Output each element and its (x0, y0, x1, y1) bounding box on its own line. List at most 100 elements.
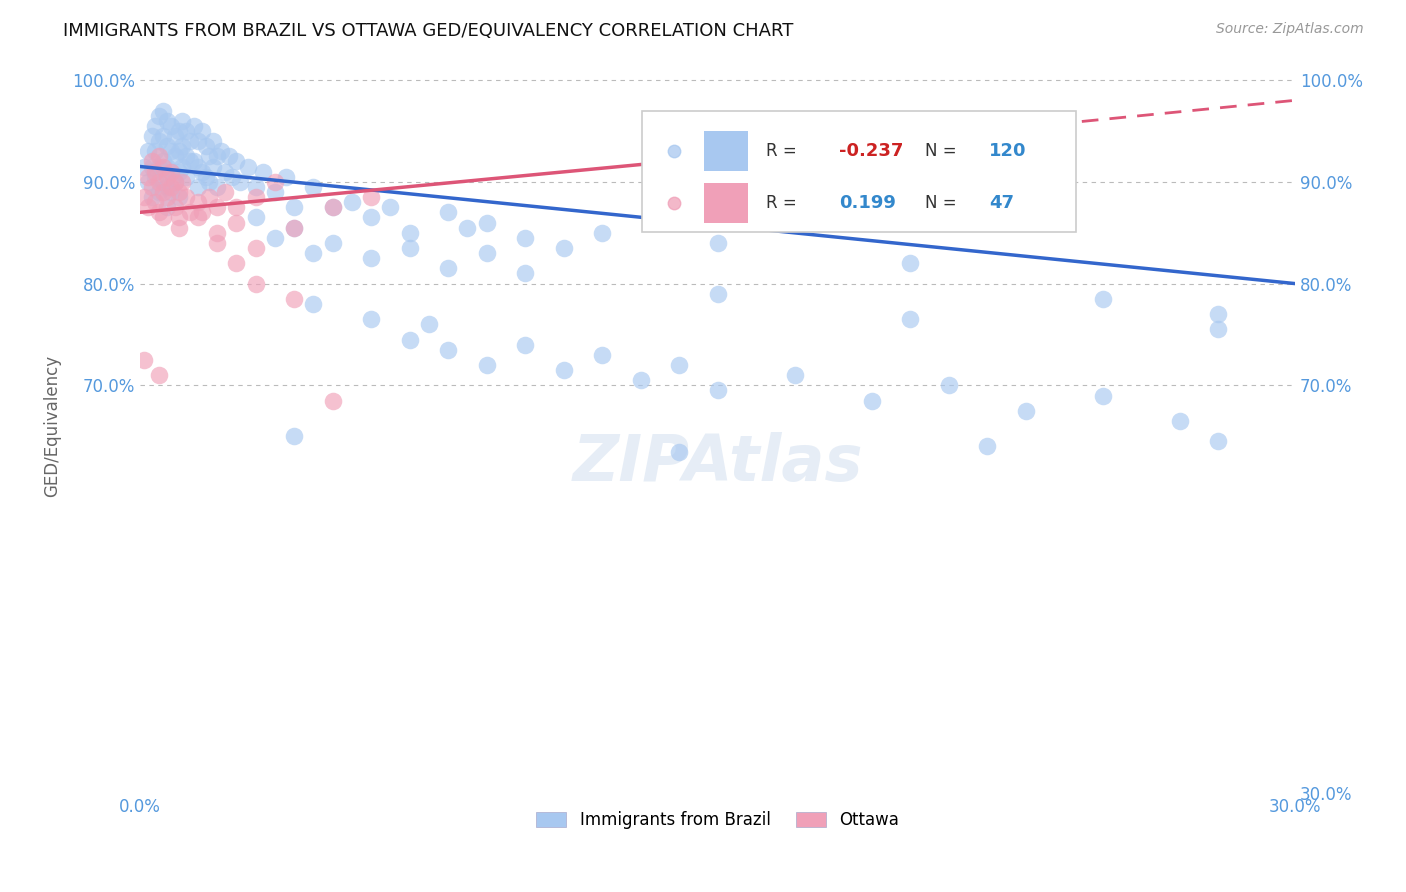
Y-axis label: GED/Equivalency: GED/Equivalency (44, 355, 60, 497)
Point (156, 139, 179, 153)
Point (360, 251, 382, 265)
Point (225, 215, 247, 229)
Point (783, 368, 806, 383)
Point (263, 185, 285, 199)
Point (283, 429, 305, 443)
Point (245, 241, 267, 255)
Text: N =: N = (925, 142, 962, 160)
Point (183, 119, 205, 133)
Point (513, 337, 536, 351)
Point (198, 190, 221, 204)
Point (132, 190, 155, 204)
Point (172, 139, 194, 153)
Point (198, 149, 221, 163)
Point (898, 256, 921, 270)
Text: R =: R = (766, 142, 801, 160)
Point (418, 318, 440, 332)
Point (209, 145, 232, 159)
Point (205, 149, 228, 163)
Point (132, 160, 155, 174)
Point (202, 160, 225, 174)
Point (214, 164, 236, 178)
Point (148, 160, 170, 174)
Point (141, 190, 163, 204)
Point (145, 145, 167, 159)
Point (187, 134, 209, 148)
Point (398, 333, 420, 347)
Point (160, 145, 183, 159)
Point (167, 124, 190, 138)
Text: -0.237: -0.237 (839, 142, 903, 160)
Point (190, 205, 212, 219)
Point (167, 190, 190, 204)
Point (198, 175, 221, 189)
Point (152, 185, 174, 199)
Point (141, 160, 163, 174)
Point (167, 220, 190, 235)
Point (145, 195, 167, 210)
Point (553, 241, 575, 255)
Point (156, 200, 179, 214)
Point (475, 246, 498, 260)
Point (156, 190, 179, 204)
Point (218, 149, 240, 163)
Point (163, 175, 186, 189)
Point (437, 261, 460, 276)
Point (245, 190, 267, 204)
Point (152, 154, 174, 169)
Point (398, 226, 420, 240)
Point (283, 220, 305, 235)
Point (938, 378, 960, 392)
Point (163, 175, 186, 189)
Point (152, 175, 174, 189)
Point (136, 169, 159, 184)
Text: 0.199: 0.199 (839, 194, 896, 212)
Point (172, 175, 194, 189)
Point (156, 113, 179, 128)
Point (187, 195, 209, 210)
Point (145, 169, 167, 184)
Point (167, 185, 190, 199)
Point (187, 160, 209, 174)
Point (148, 134, 170, 148)
Point (706, 286, 728, 301)
Point (456, 220, 478, 235)
Point (179, 205, 201, 219)
Point (591, 226, 613, 240)
Point (141, 179, 163, 194)
Point (263, 231, 285, 245)
Point (283, 220, 305, 235)
Point (172, 113, 194, 128)
Text: 120: 120 (988, 142, 1026, 160)
Point (152, 211, 174, 225)
Point (221, 169, 243, 184)
Point (1091, 292, 1114, 306)
Point (322, 200, 344, 214)
Point (179, 134, 201, 148)
Point (148, 368, 170, 383)
Point (187, 211, 209, 225)
Point (187, 179, 209, 194)
Point (190, 124, 212, 138)
Point (360, 190, 382, 204)
Point (437, 343, 460, 357)
Point (172, 160, 194, 174)
Point (1014, 404, 1036, 418)
Point (205, 179, 228, 194)
Point (591, 348, 613, 362)
Point (174, 169, 197, 184)
Point (398, 241, 420, 255)
Point (160, 179, 183, 194)
Point (145, 164, 167, 178)
FancyBboxPatch shape (703, 131, 748, 171)
Point (276, 169, 298, 184)
Point (163, 149, 186, 163)
Point (136, 145, 159, 159)
Point (283, 292, 305, 306)
Point (860, 393, 883, 408)
Point (706, 384, 728, 398)
Point (513, 267, 536, 281)
Point (205, 235, 228, 250)
Point (380, 200, 402, 214)
Point (263, 175, 285, 189)
